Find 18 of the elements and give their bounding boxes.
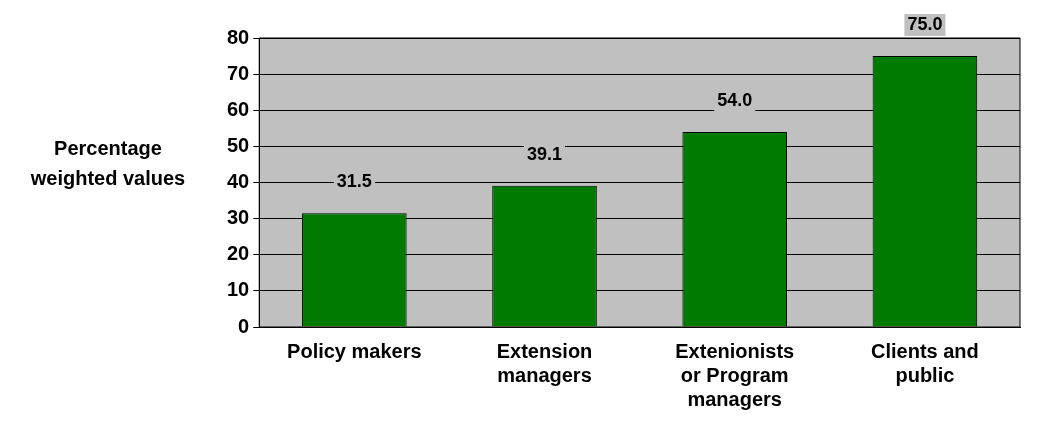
y-tick-label: 20: [227, 242, 250, 265]
y-tick-label: 10: [227, 278, 250, 301]
data-label: 54.0: [717, 89, 753, 110]
x-tick-label: Policy makers: [287, 339, 422, 362]
y-tick-label: 80: [227, 25, 250, 48]
data-label: 39.1: [527, 143, 563, 164]
y-tick-label: 60: [227, 97, 250, 120]
x-tick-label: Extenionists or Program managers: [675, 339, 795, 410]
x-tick-label: Clients and public: [871, 339, 979, 386]
y-tick-label: 0: [238, 314, 250, 337]
y-axis-title: Percentage weighted values: [29, 136, 187, 191]
y-tick-label: 30: [227, 206, 250, 229]
y-tick-label: 40: [227, 170, 250, 193]
y-tick-label: 70: [227, 61, 250, 84]
data-label: 31.5: [336, 171, 372, 192]
x-tick-label: Extension managers: [496, 339, 593, 386]
y-tick-label: 50: [227, 133, 250, 156]
data-label: 75.0: [907, 14, 943, 35]
